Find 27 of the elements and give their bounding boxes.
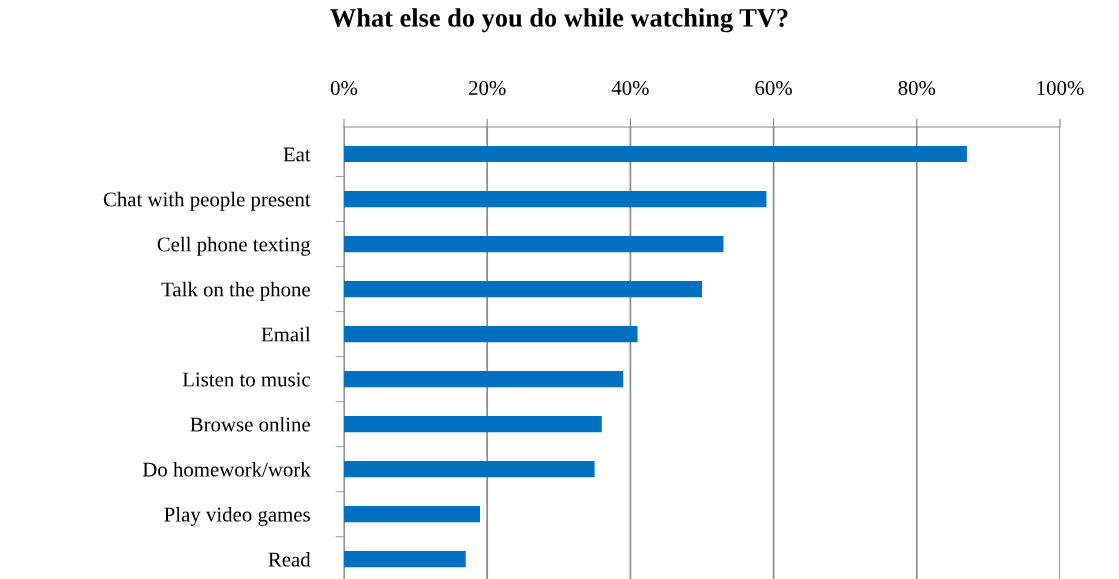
bar: [344, 371, 624, 388]
bar: [344, 235, 724, 253]
y-tick-label: Chat with people present: [103, 191, 311, 211]
y-tick-label: Browse online: [190, 416, 310, 432]
y-tick-label: Email: [261, 326, 311, 342]
bar: [344, 145, 967, 163]
x-tick-label: 60%: [755, 80, 792, 96]
x-tick-label: 20%: [469, 80, 506, 96]
x-tick-label: 0%: [330, 80, 358, 96]
y-tick-label: Talk on the phone: [161, 281, 310, 301]
bar: [344, 280, 702, 298]
y-tick-label: Listen to music: [182, 372, 311, 387]
bar: [344, 506, 481, 523]
chart-title: What else do you do while watching TV?: [330, 8, 788, 33]
bar: [344, 461, 595, 478]
y-tick-label: Cell phone texting: [157, 236, 311, 256]
x-tick-label: 40%: [611, 80, 649, 96]
bar: [344, 551, 466, 568]
y-tick-label: Play video games: [164, 506, 310, 526]
x-tick-label: 100%: [1037, 80, 1084, 96]
x-tick-label: 80%: [898, 80, 936, 96]
y-tick-label: Read: [268, 551, 311, 567]
y-tick-label: Eat: [283, 147, 311, 162]
y-tick-label: Do homework/work: [142, 461, 311, 477]
bar: [344, 416, 602, 433]
bar: [344, 190, 767, 208]
bar: [344, 325, 638, 343]
